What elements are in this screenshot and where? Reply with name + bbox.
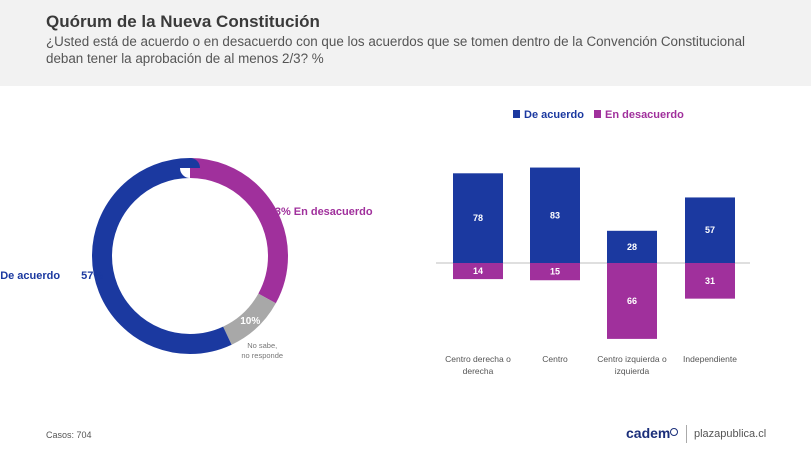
brand-logo: cadem bbox=[626, 425, 671, 441]
bar-agree bbox=[453, 173, 503, 263]
site-link[interactable]: plazapublica.cl bbox=[694, 428, 767, 440]
header-band bbox=[0, 0, 811, 86]
data-label: 66 bbox=[627, 296, 637, 306]
chart-title: Quórum de la Nueva Constitución bbox=[46, 12, 320, 31]
category-label: izquierda bbox=[615, 366, 650, 376]
donut-category-label: En desacuerdo bbox=[294, 206, 373, 218]
legend-swatch bbox=[594, 110, 601, 118]
data-label: 28 bbox=[627, 242, 637, 252]
donut-value-label: 10% bbox=[240, 316, 260, 327]
donut-category-label: no responde bbox=[241, 351, 283, 360]
category-label: Centro bbox=[542, 354, 568, 364]
donut-value-label: 57% bbox=[81, 270, 103, 282]
bar-agree bbox=[607, 230, 657, 263]
brand-logo-icon bbox=[670, 428, 678, 436]
donut-slice-0 bbox=[92, 158, 288, 354]
bar-agree bbox=[685, 197, 735, 263]
data-label: 15 bbox=[550, 267, 560, 277]
bar-agree bbox=[530, 167, 580, 263]
legend-swatch bbox=[513, 110, 520, 118]
bar-disagree bbox=[607, 263, 657, 339]
donut-category-label: De acuerdo bbox=[0, 270, 60, 282]
bar-disagree bbox=[685, 263, 735, 299]
legend-label: De acuerdo bbox=[524, 109, 584, 121]
data-label: 57 bbox=[705, 225, 715, 235]
footer-divider bbox=[686, 425, 687, 443]
legend-label: En desacuerdo bbox=[605, 109, 684, 121]
category-label: Centro izquierda o bbox=[597, 354, 667, 364]
category-label: Centro derecha o bbox=[445, 354, 511, 364]
category-label: derecha bbox=[463, 366, 494, 376]
bar-disagree bbox=[530, 263, 580, 281]
donut-category-label: No sabe, bbox=[247, 341, 277, 350]
data-label: 31 bbox=[705, 276, 715, 286]
bar-disagree bbox=[453, 263, 503, 280]
chart-subtitle: ¿Usted está de acuerdo o en desacuerdo c… bbox=[46, 34, 745, 66]
data-label: 83 bbox=[550, 210, 560, 220]
category-label: Independiente bbox=[683, 354, 737, 364]
cases-count: Casos: 704 bbox=[46, 430, 92, 440]
data-label: 14 bbox=[473, 266, 483, 276]
data-label: 78 bbox=[473, 213, 483, 223]
donut-value-label: 33% bbox=[269, 206, 291, 218]
